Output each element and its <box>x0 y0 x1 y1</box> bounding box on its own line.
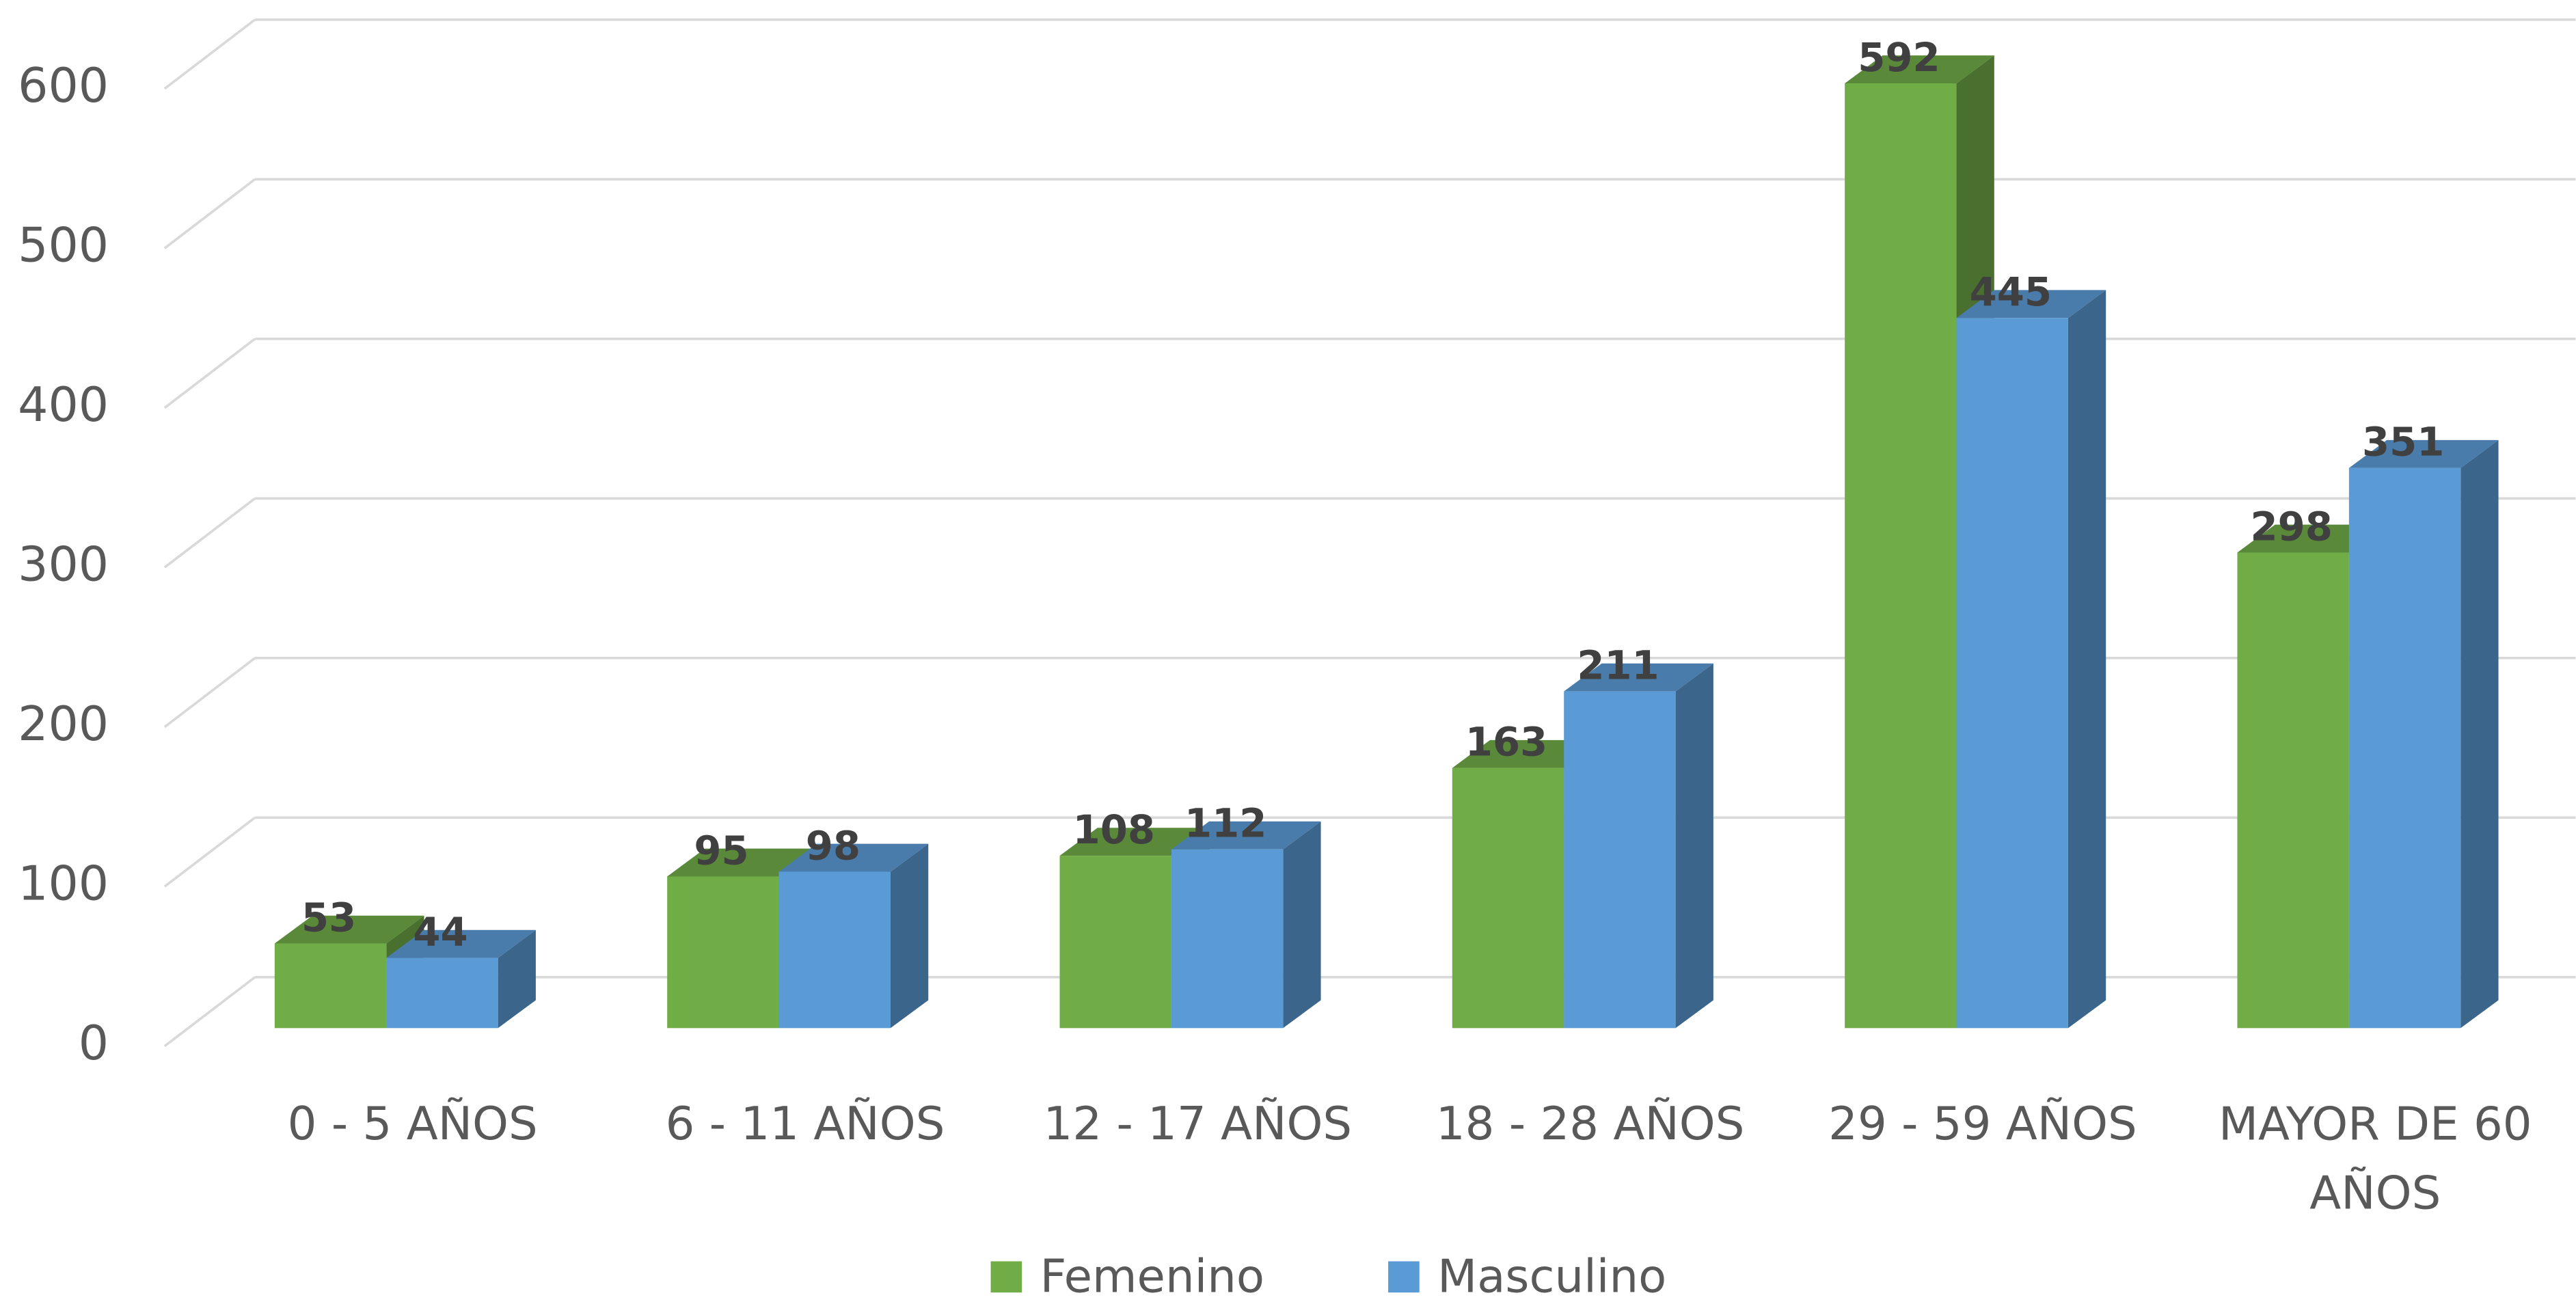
grid-line <box>163 976 256 1048</box>
value-label: 95 <box>694 827 748 873</box>
x-tick-label: 6 - 11 AÑOS <box>666 1096 945 1150</box>
value-label: 108 <box>1073 806 1155 853</box>
bar-top <box>778 843 929 872</box>
bar-top <box>274 915 424 944</box>
bar-top <box>1059 828 1210 856</box>
y-tick-label: 600 <box>18 58 109 113</box>
bar-top <box>667 848 817 877</box>
value-label: 592 <box>1858 34 1940 81</box>
grid-line <box>163 657 256 729</box>
value-label: 44 <box>413 909 467 955</box>
bar-side <box>1675 663 1713 1029</box>
grid-line <box>163 497 256 569</box>
bar-side <box>498 929 536 1029</box>
bar <box>1171 849 1284 1029</box>
grid-line <box>163 338 256 409</box>
bar-top <box>2348 439 2499 468</box>
bar-top <box>386 929 536 958</box>
bar <box>1059 856 1171 1029</box>
bar <box>1956 318 2068 1029</box>
value-label: 351 <box>2362 419 2444 465</box>
y-tick-label: 500 <box>18 217 109 273</box>
value-label: 112 <box>1184 800 1266 847</box>
bar <box>274 943 387 1029</box>
bar-side <box>2460 439 2499 1029</box>
bar <box>1452 768 1564 1029</box>
legend-label: Masculino <box>1437 1250 1666 1303</box>
grid-line <box>163 178 256 249</box>
x-tick-label: 18 - 28 AÑOS <box>1436 1096 1745 1150</box>
value-label: 163 <box>1465 719 1547 765</box>
bar-side <box>1283 821 1321 1029</box>
legend-swatch <box>990 1261 1022 1293</box>
x-tick-label: MAYOR DE 60 AÑOS <box>2219 1097 2532 1219</box>
bar <box>1564 691 1676 1029</box>
value-label: 445 <box>1970 269 2052 315</box>
bar-top <box>1956 290 2106 318</box>
bar-top <box>1171 821 1321 850</box>
y-tick-label: 100 <box>18 856 109 911</box>
bar-top <box>1845 55 1994 84</box>
y-tick-label: 300 <box>18 536 109 592</box>
bar <box>778 871 891 1029</box>
y-tick-label: 400 <box>18 377 109 433</box>
y-tick-label: 200 <box>18 696 109 752</box>
y-tick-label: 0 <box>79 1016 109 1071</box>
x-tick-label: 29 - 59 AÑOS <box>1828 1096 2137 1150</box>
bar <box>667 876 779 1029</box>
bar-side <box>2067 290 2106 1029</box>
bar <box>2237 552 2349 1029</box>
value-label: 98 <box>806 822 860 869</box>
bar <box>1845 83 1957 1029</box>
legend-label: Femenino <box>1040 1250 1264 1303</box>
x-tick-label: 12 - 17 AÑOS <box>1044 1096 1353 1150</box>
legend-swatch <box>1388 1261 1420 1293</box>
grid-line <box>163 816 256 888</box>
bar <box>2348 467 2461 1029</box>
value-label: 211 <box>1577 642 1659 689</box>
bar <box>386 957 498 1029</box>
grid-line <box>163 18 256 90</box>
bar-top <box>1564 663 1713 692</box>
value-label: 298 <box>2251 503 2333 549</box>
bar-side <box>890 843 929 1029</box>
value-label: 53 <box>301 895 356 941</box>
x-tick-label: 0 - 5 AÑOS <box>288 1096 538 1150</box>
